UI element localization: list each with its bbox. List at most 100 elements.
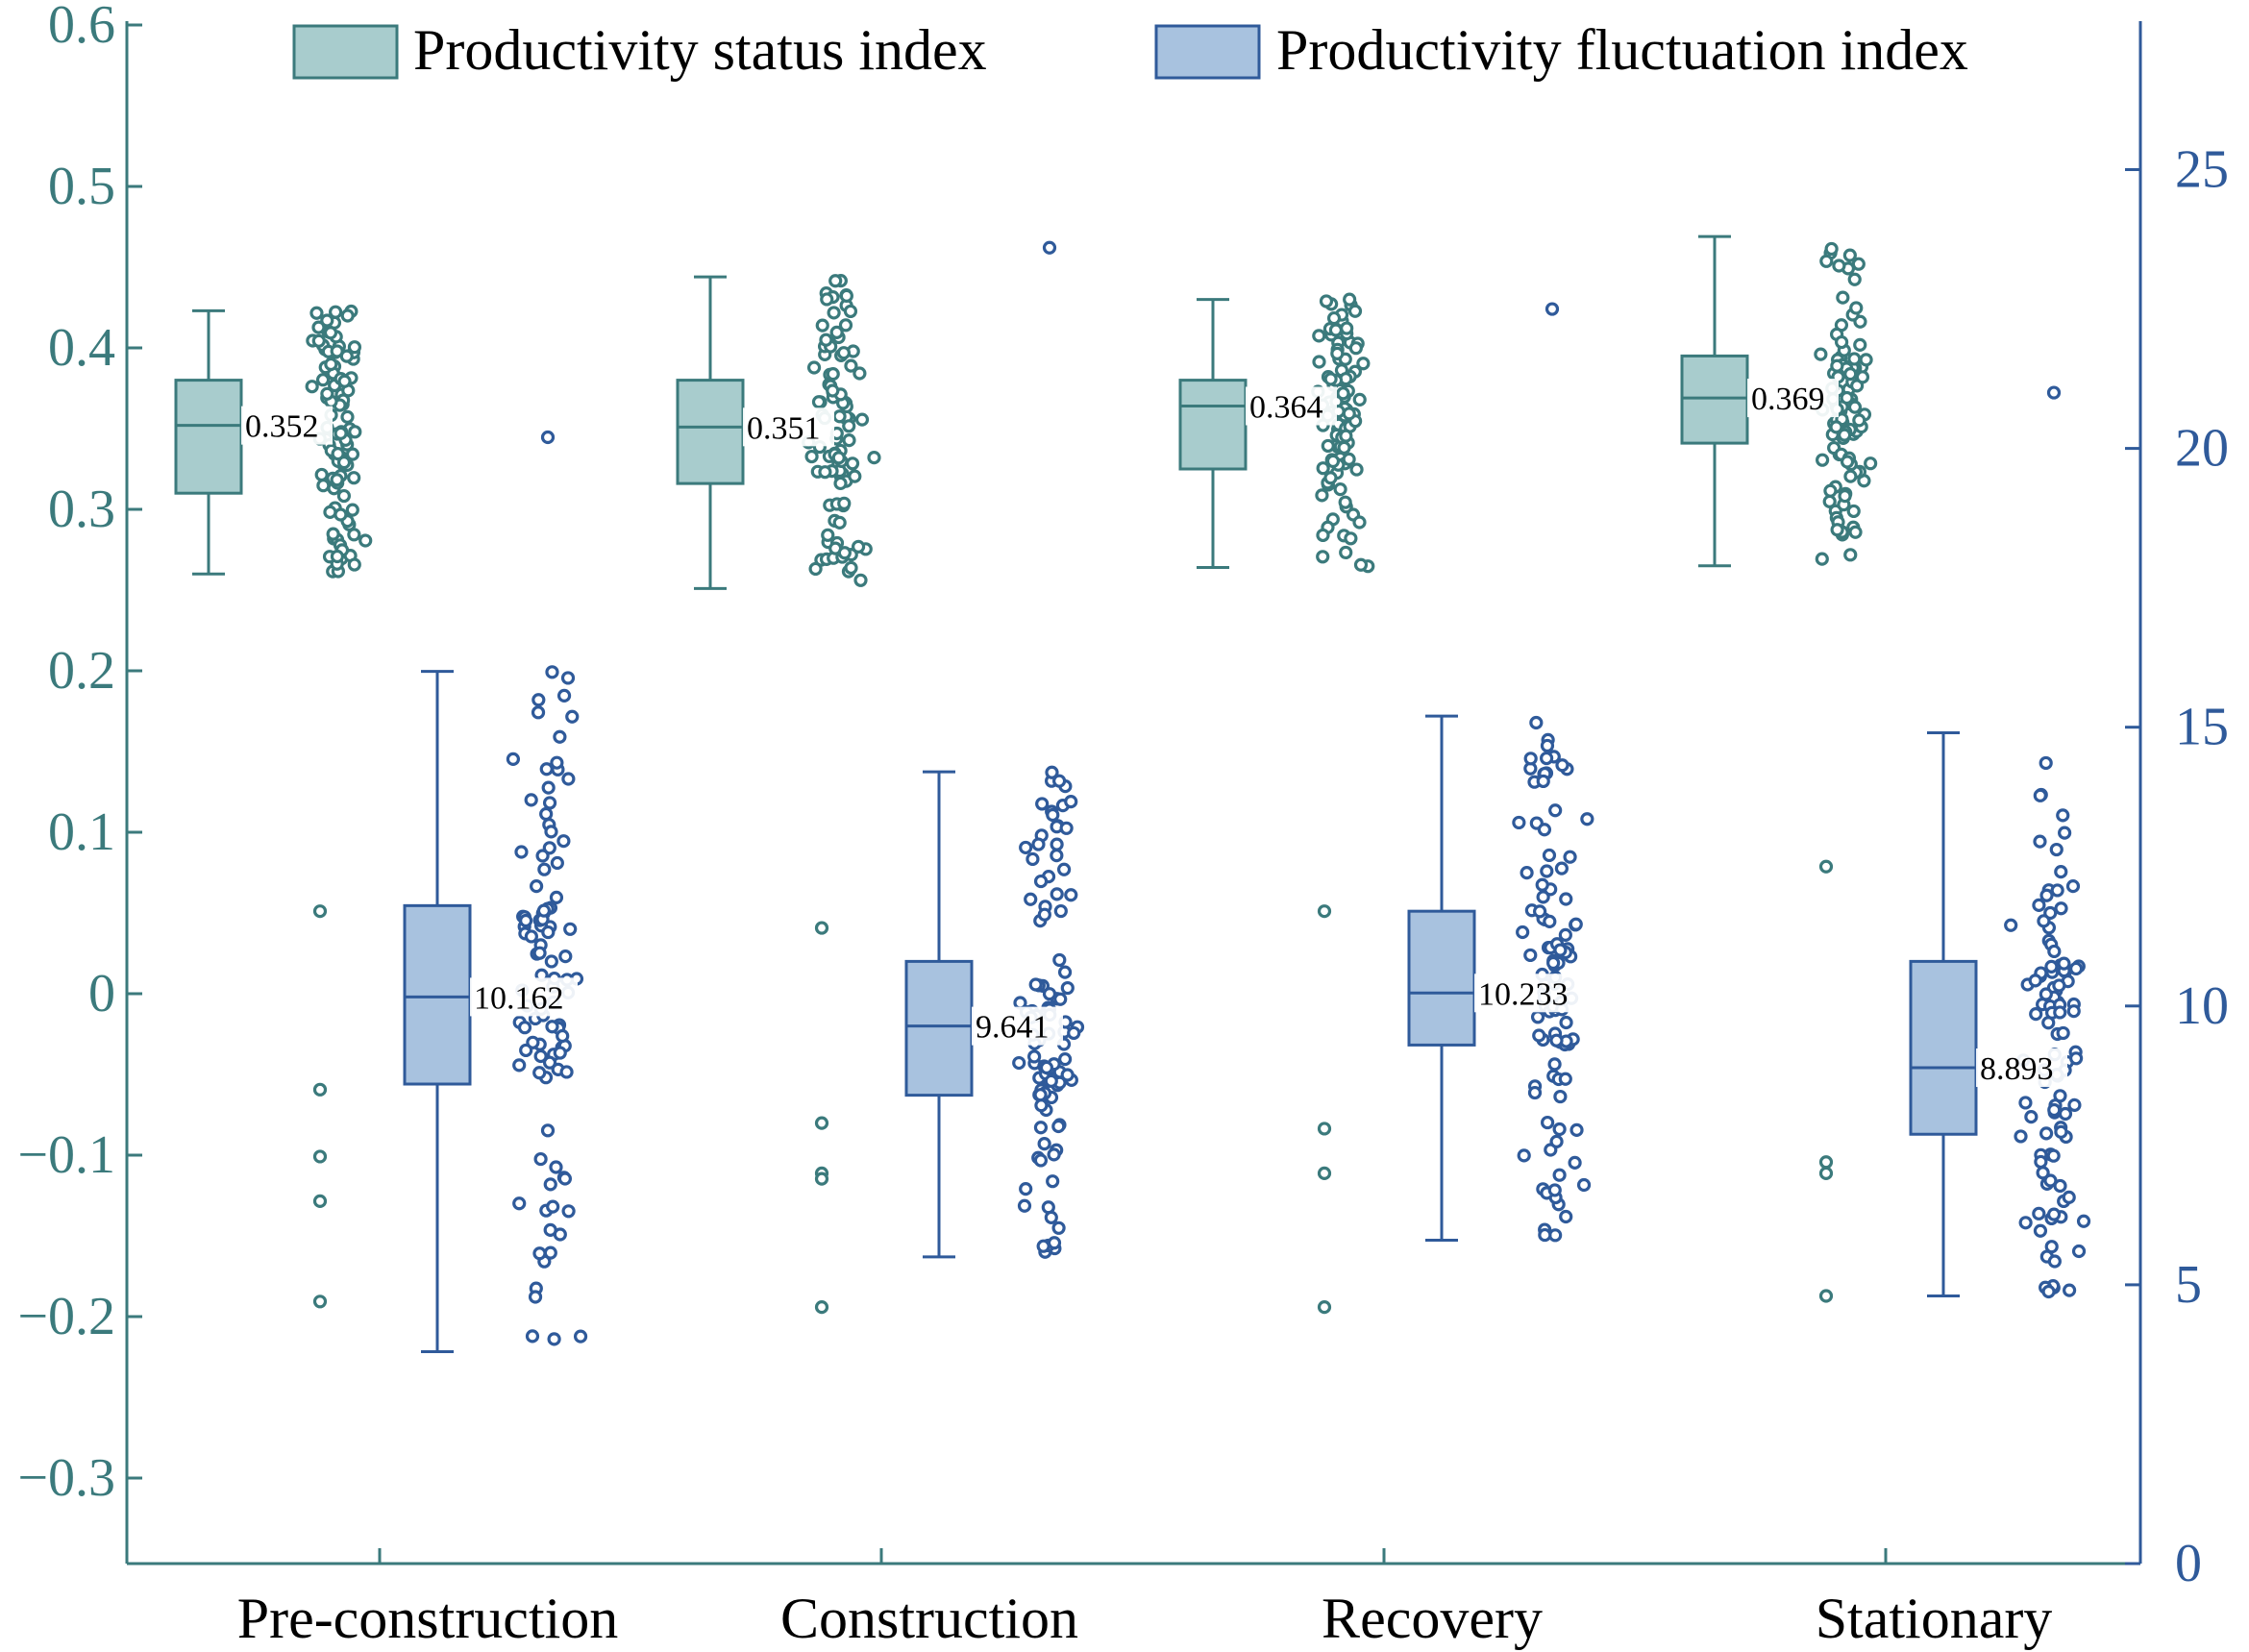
status-data-point xyxy=(842,433,856,448)
fluctuation-data-point xyxy=(1052,774,1067,788)
status-box xyxy=(676,379,745,485)
status-data-point xyxy=(838,318,853,333)
status-data-point xyxy=(806,360,822,375)
fluctuation-data-point xyxy=(2039,755,2053,771)
status-data-point xyxy=(811,395,827,409)
fluctuation-data-point xyxy=(2034,1154,2048,1170)
fluctuation-outlier-point xyxy=(312,1194,328,1208)
fluctuation-data-point xyxy=(1512,815,1526,830)
status-data-point xyxy=(827,306,841,320)
fluctuation-data-point xyxy=(550,855,564,871)
status-box xyxy=(1680,354,1749,445)
fluctuation-data-point xyxy=(1559,892,1573,906)
status-data-point xyxy=(1853,337,1867,352)
fluctuation-data-point xyxy=(1533,904,1547,919)
fluctuation-data-point xyxy=(1517,1148,1531,1163)
status-data-point xyxy=(323,505,337,519)
fluctuation-outlier-point xyxy=(540,430,556,445)
status-data-point xyxy=(1846,504,1861,519)
status-data-point xyxy=(1347,304,1363,318)
fluctuation-data-point xyxy=(1012,1055,1026,1071)
fluctuation-data-point xyxy=(553,729,567,744)
fluctuation-data-point xyxy=(1580,812,1594,826)
fluctuation-data-point xyxy=(2054,865,2068,879)
fluctuation-data-point xyxy=(556,688,572,703)
legend-label-fluctuation: Productivity fluctuation index xyxy=(1276,18,1968,82)
fluctuation-outlier-point xyxy=(1818,1166,1834,1180)
fluctuation-outlier-point xyxy=(1818,1289,1834,1303)
status-data-point xyxy=(844,560,858,576)
fluctuation-data-point xyxy=(2047,1254,2062,1269)
fluctuation-data-point xyxy=(1035,797,1050,811)
fluctuation-data-point xyxy=(563,922,578,936)
left-tick-label: 0.4 xyxy=(48,318,115,378)
fluctuation-data-point xyxy=(1050,848,1064,863)
fluctuation-data-point xyxy=(2054,901,2068,916)
status-data-point xyxy=(833,476,848,491)
fluctuation-outlier-point xyxy=(814,921,829,935)
left-tick-label: −0.3 xyxy=(17,1448,115,1508)
status-data-point xyxy=(1337,440,1351,455)
left-tick-label: −0.1 xyxy=(17,1125,115,1185)
fluctuation-data-point xyxy=(545,665,559,679)
fluctuation-data-point xyxy=(1037,1137,1051,1151)
status-data-point xyxy=(314,467,329,482)
status-data-point xyxy=(1816,453,1830,467)
fluctuation-data-point xyxy=(1026,851,1040,867)
fluctuation-data-point xyxy=(1053,992,1068,1006)
fluctuation-data-point xyxy=(514,845,529,859)
status-median-label-bg xyxy=(1747,379,1839,418)
fluctuation-data-point xyxy=(512,1058,527,1073)
fluctuation-data-point xyxy=(1059,821,1074,835)
status-data-point xyxy=(336,488,352,504)
fluctuation-data-point xyxy=(533,1151,548,1167)
fluctuation-data-point xyxy=(1569,917,1583,931)
status-data-point xyxy=(1319,294,1334,308)
status-data-point xyxy=(821,528,835,542)
status-median-label: 0.352 xyxy=(245,409,319,445)
status-data-point xyxy=(1353,557,1369,572)
fluctuation-data-point xyxy=(2063,1283,2077,1297)
right-tick-label: 15 xyxy=(2175,698,2229,757)
status-data-point xyxy=(836,346,852,360)
left-tick-label: 0.3 xyxy=(48,480,115,539)
fluctuation-data-point xyxy=(1542,848,1557,863)
status-data-point xyxy=(1352,515,1367,530)
fluctuation-data-point xyxy=(524,793,538,807)
status-data-point xyxy=(330,473,344,487)
status-data-point xyxy=(311,320,326,334)
fluctuation-data-point xyxy=(1047,1147,1061,1162)
status-data-point xyxy=(305,380,319,394)
fluctuation-data-point xyxy=(1042,987,1057,1001)
status-data-point xyxy=(328,305,343,319)
right-tick-label: 5 xyxy=(2175,1255,2202,1315)
fluctuation-data-point xyxy=(549,1160,563,1174)
fluctuation-data-point xyxy=(1050,887,1064,901)
fluctuation-data-point xyxy=(1031,837,1046,851)
fluctuation-data-point xyxy=(530,879,544,894)
fluctuation-data-point xyxy=(2067,1097,2082,1112)
fluctuation-data-point xyxy=(531,705,546,720)
fluctuation-data-point xyxy=(1548,803,1563,818)
fluctuation-data-point xyxy=(1543,914,1557,928)
fluctuation-data-point xyxy=(2046,1207,2062,1221)
fluctuation-outlier-point xyxy=(312,1082,328,1097)
status-data-point xyxy=(1843,367,1858,382)
fluctuation-data-point xyxy=(1569,1122,1584,1137)
status-data-point xyxy=(311,333,326,348)
status-data-point xyxy=(1333,482,1347,497)
left-tick-label: 0.5 xyxy=(48,157,115,216)
fluctuation-data-point xyxy=(531,693,546,707)
fluctuation-data-point xyxy=(553,1227,567,1242)
status-data-point xyxy=(1864,456,1878,471)
axes xyxy=(125,21,2142,1566)
status-data-point xyxy=(1330,346,1345,361)
fluctuation-median-label-bg xyxy=(470,977,578,1017)
fluctuation-data-point xyxy=(1019,840,1033,855)
status-data-point xyxy=(853,366,867,381)
status-median-label-bg xyxy=(743,407,834,447)
status-data-point xyxy=(844,358,858,373)
fluctuation-data-point xyxy=(2050,883,2064,898)
fluctuation-data-point xyxy=(2069,1051,2084,1066)
status-data-point xyxy=(1855,370,1870,384)
